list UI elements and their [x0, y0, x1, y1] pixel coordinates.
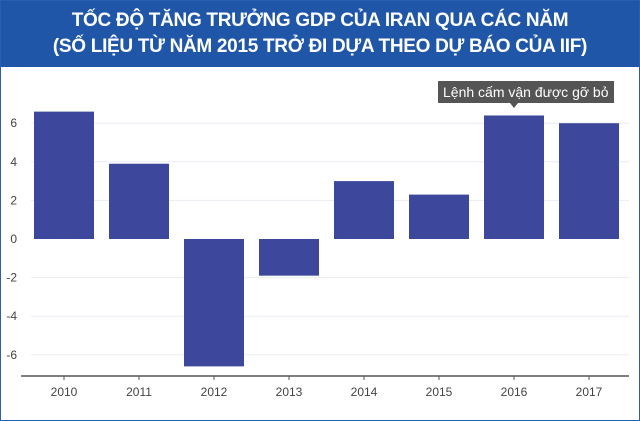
bar-2014 [334, 181, 394, 239]
chart-subtitle: (SỐ LIỆU TỪ NĂM 2015 TRỞ ĐI DỰA THEO DỰ … [52, 36, 588, 57]
annotation-callout: Lệnh cấm vận được gỡ bỏ [438, 81, 614, 108]
y-tick-label: -6 [6, 348, 17, 362]
y-tick-label: 0 [10, 232, 17, 246]
x-tick-label: 2010 [51, 385, 78, 399]
bar-2016 [484, 115, 544, 239]
x-tick-label: 2014 [351, 385, 378, 399]
y-tick-label: -2 [6, 271, 17, 285]
x-tick-label: 2017 [576, 385, 603, 399]
x-tick-label: 2011 [126, 385, 152, 399]
x-tick-label: 2013 [276, 385, 303, 399]
bar-2010 [34, 111, 94, 239]
y-tick-label: 6 [10, 116, 17, 130]
bar-2011 [109, 163, 169, 239]
bar-2012 [184, 239, 244, 367]
bar-2013 [259, 239, 319, 276]
y-tick-label: -4 [6, 309, 17, 323]
bar-2015 [409, 194, 469, 239]
y-tick-label: 4 [10, 155, 17, 169]
x-tick-label: 2012 [201, 385, 228, 399]
chart-title-banner: TỐC ĐỘ TĂNG TRƯỞNG GDP CỦA IRAN QUA CÁC … [1, 1, 639, 67]
x-tick-label: 2015 [426, 385, 453, 399]
bar-2017 [559, 123, 619, 239]
y-tick-label: 2 [10, 193, 17, 207]
chart-title: TỐC ĐỘ TĂNG TRƯỞNG GDP CỦA IRAN QUA CÁC … [71, 10, 569, 31]
x-tick-label: 2016 [501, 385, 528, 399]
